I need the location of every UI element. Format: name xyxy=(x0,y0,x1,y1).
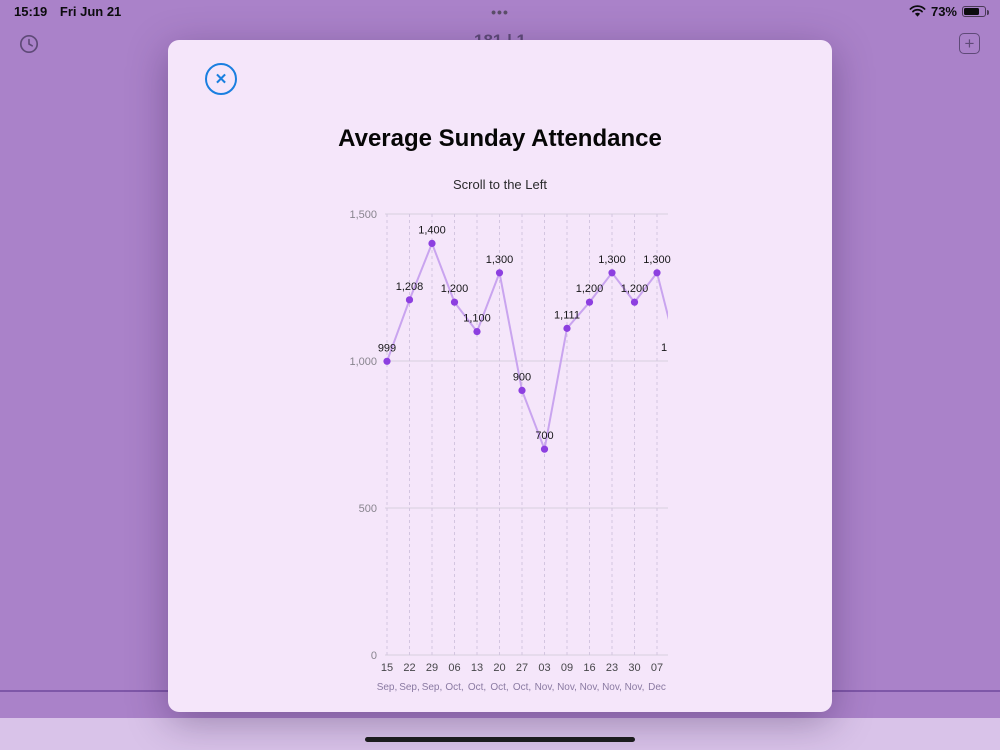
battery-fill xyxy=(964,7,979,15)
svg-text:1,200: 1,200 xyxy=(441,283,469,295)
svg-text:29: 29 xyxy=(426,662,438,674)
svg-text:06: 06 xyxy=(448,662,460,674)
svg-text:1,111: 1,111 xyxy=(554,309,580,321)
attendance-chart-modal: ✕ Average Sunday Attendance Scroll to th… xyxy=(168,40,832,712)
svg-text:1,200: 1,200 xyxy=(576,283,604,295)
battery-icon xyxy=(962,5,989,17)
svg-text:Sep,: Sep, xyxy=(399,682,420,693)
svg-text:1,500: 1,500 xyxy=(349,209,377,221)
svg-text:16: 16 xyxy=(583,662,595,674)
svg-text:15: 15 xyxy=(381,662,393,674)
svg-text:1,100: 1,100 xyxy=(463,313,491,325)
status-time: 15:19 xyxy=(14,3,48,19)
svg-text:Nov,: Nov, xyxy=(535,682,555,693)
svg-text:20: 20 xyxy=(493,662,505,674)
close-x-icon: ✕ xyxy=(214,70,228,88)
svg-text:1: 1 xyxy=(661,342,667,354)
svg-text:700: 700 xyxy=(535,430,553,442)
svg-text:Nov,: Nov, xyxy=(557,682,577,693)
chart-title: Average Sunday Attendance xyxy=(338,125,662,152)
attendance-chart-svg[interactable]: 05001,0001,50015Sep,22Sep,29Sep,06Oct,13… xyxy=(338,200,683,700)
wifi-icon xyxy=(909,4,926,18)
status-bar: 15:19 Fri Jun 21 ••• 73% xyxy=(0,0,1000,22)
svg-text:07: 07 xyxy=(651,662,663,674)
svg-text:Oct,: Oct, xyxy=(513,682,531,693)
svg-text:Nov,: Nov, xyxy=(602,682,622,693)
svg-text:1,300: 1,300 xyxy=(643,254,671,266)
svg-text:Nov,: Nov, xyxy=(625,682,645,693)
background-bottom-strip xyxy=(0,718,1000,750)
svg-text:1,300: 1,300 xyxy=(486,254,514,266)
svg-text:1,300: 1,300 xyxy=(598,254,626,266)
status-date: Fri Jun 21 xyxy=(59,3,122,19)
status-right: 73% xyxy=(909,3,989,19)
svg-text:22: 22 xyxy=(403,662,415,674)
svg-text:900: 900 xyxy=(513,371,531,383)
svg-text:09: 09 xyxy=(561,662,573,674)
svg-text:1,000: 1,000 xyxy=(349,356,377,368)
multitask-dots-icon: ••• xyxy=(491,4,509,20)
home-indicator[interactable] xyxy=(365,736,635,742)
scroll-hint-label: Scroll to the Left xyxy=(453,177,547,192)
svg-text:Oct,: Oct, xyxy=(468,682,486,693)
svg-text:30: 30 xyxy=(628,662,640,674)
svg-text:Sep,: Sep, xyxy=(377,682,398,693)
svg-text:Oct,: Oct, xyxy=(445,682,463,693)
svg-text:0: 0 xyxy=(371,650,377,662)
status-left: 15:19 Fri Jun 21 xyxy=(14,4,130,19)
battery-percent: 73% xyxy=(930,3,957,19)
svg-text:Oct,: Oct, xyxy=(490,682,508,693)
svg-text:23: 23 xyxy=(606,662,618,674)
add-button: + xyxy=(959,33,980,54)
svg-text:Nov,: Nov, xyxy=(580,682,600,693)
svg-text:999: 999 xyxy=(378,342,396,354)
plus-icon: + xyxy=(964,34,975,53)
svg-text:1,400: 1,400 xyxy=(418,224,446,236)
close-button[interactable]: ✕ xyxy=(205,63,237,95)
svg-text:500: 500 xyxy=(359,503,377,515)
history-clock-icon xyxy=(18,33,40,55)
svg-text:27: 27 xyxy=(516,662,528,674)
svg-text:Sep,: Sep, xyxy=(422,682,443,693)
svg-text:1,208: 1,208 xyxy=(396,281,424,293)
battery-nub xyxy=(986,9,989,15)
svg-text:1,200: 1,200 xyxy=(621,283,649,295)
svg-text:13: 13 xyxy=(471,662,483,674)
svg-text:Dec: Dec xyxy=(648,682,666,693)
svg-text:03: 03 xyxy=(538,662,550,674)
